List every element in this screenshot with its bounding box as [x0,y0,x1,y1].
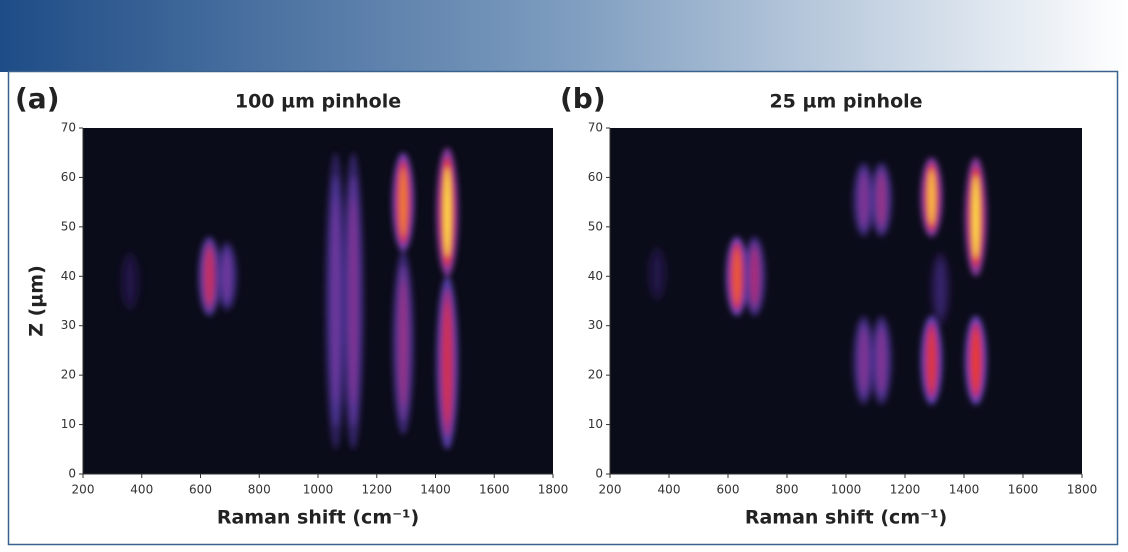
raman-band [443,302,451,424]
raman-band [443,167,451,258]
raman-band [126,260,134,302]
y-tick-label: 70 [61,121,76,135]
y-tick-label: 40 [61,269,76,283]
band-group [119,147,459,450]
raman-band [205,248,213,304]
x-tick-label: 1200 [361,483,392,497]
x-tick-label: 400 [658,483,681,497]
plot-background [83,128,553,474]
x-axis-label: Raman shift (cm⁻¹) [217,507,419,529]
y-tick-label: 10 [61,417,76,431]
raman-band [332,197,340,405]
y-tick-label: 20 [588,368,603,382]
raman-band [860,173,868,226]
x-tick-label: 1000 [303,483,334,497]
raman-band [972,329,980,392]
x-tick-label: 1000 [831,483,862,497]
plot-background [610,128,1082,474]
x-tick-label: 1800 [538,483,569,497]
raman-band [972,175,980,259]
x-tick-label: 800 [776,483,799,497]
raman-band [928,169,936,225]
raman-band [936,262,944,315]
panel-label: (b) [560,82,606,115]
x-tick-label: 1400 [949,483,980,497]
raman-band [349,197,357,405]
x-tick-label: 200 [72,483,95,497]
x-tick-label: 1200 [890,483,921,497]
raman-band [399,279,407,408]
y-tick-label: 50 [61,219,76,233]
y-tick-label: 30 [588,318,603,332]
raman-band [877,173,885,226]
x-tick-label: 1600 [1008,483,1039,497]
raman-band [653,254,661,293]
y-tick-label: 40 [588,269,603,283]
y-tick-label: 50 [588,219,603,233]
header-banner [0,0,1128,72]
x-tick-label: 200 [599,483,622,497]
chart-title: 25 µm pinhole [769,91,922,113]
y-tick-label: 0 [595,467,603,481]
y-tick-label: 10 [588,417,603,431]
y-tick-label: 60 [588,170,603,184]
raman-band [928,329,936,392]
x-axis-label: Raman shift (cm⁻¹) [745,507,947,529]
raman-band [399,167,407,237]
x-tick-label: 1600 [479,483,510,497]
x-tick-label: 600 [189,483,212,497]
raman-band [860,329,868,392]
x-tick-label: 800 [248,483,271,497]
x-tick-label: 600 [717,483,740,497]
y-tick-label: 60 [61,170,76,184]
y-axis-label: Z (µm) [26,265,48,337]
panel-label: (a) [15,82,60,115]
y-tick-label: 0 [68,467,76,481]
y-tick-label: 30 [61,318,76,332]
chart-title: 100 µm pinhole [235,91,401,113]
raman-band [733,248,741,304]
y-tick-label: 20 [61,368,76,382]
raman-band [223,252,231,301]
x-tick-label: 1400 [420,483,451,497]
x-tick-label: 1800 [1067,483,1098,497]
raman-band [751,248,759,304]
x-tick-label: 400 [130,483,153,497]
band-group [646,157,987,405]
y-tick-label: 70 [588,121,603,135]
raman-band [877,329,885,392]
